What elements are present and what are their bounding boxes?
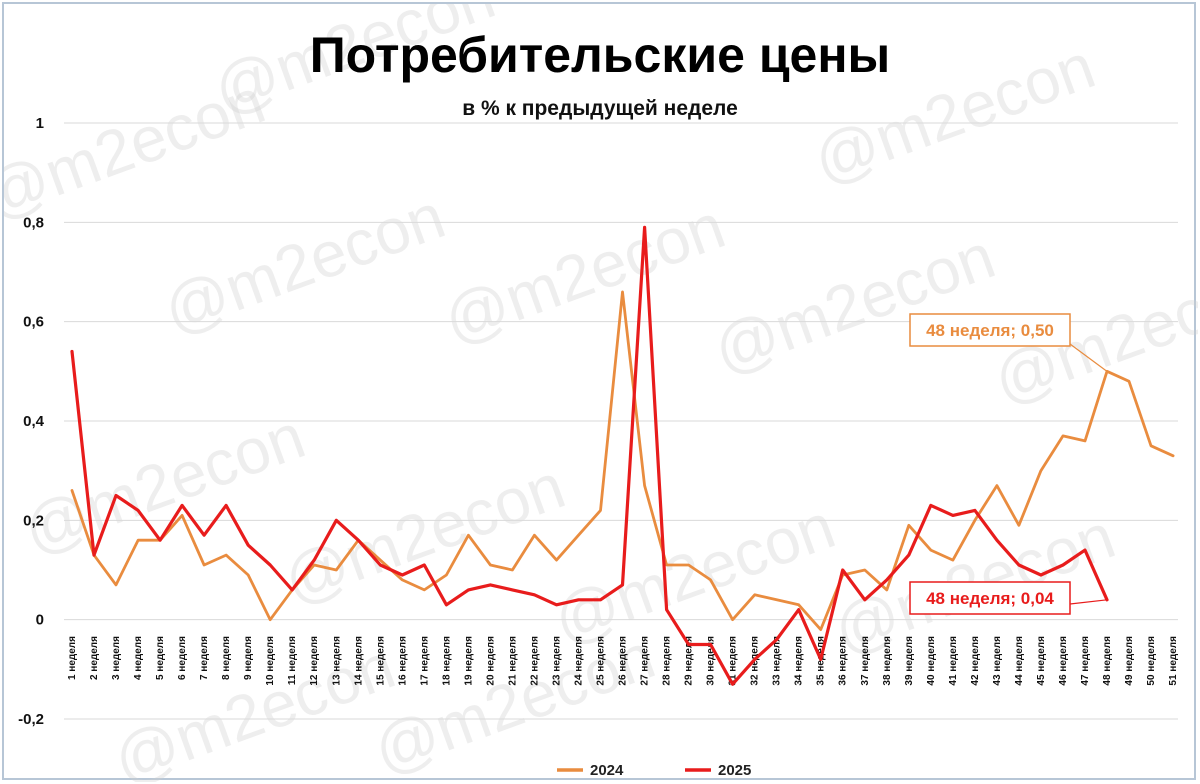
legend-label-2024: 2024 [590,762,624,779]
chart-subtitle: в % к предыдущей неделе [462,97,738,120]
x-tick-label: 42 неделя [970,636,981,686]
annotation-box [909,581,1071,615]
x-tick-label: 29 неделя [684,636,695,686]
watermark-text: @m2econ [544,489,844,657]
x-tick-label: 18 неделя [441,636,452,686]
x-tick-label: 30 неделя [706,636,717,686]
x-tick-label: 28 неделя [662,636,673,686]
annotation-leader [1069,343,1108,372]
x-tick-label: 27 неделя [640,636,651,686]
annotation-label: 48 неделя; 0,50 [926,321,1054,340]
x-tick-label: 45 неделя [1036,636,1047,686]
x-tick-label: 11 неделя [287,636,298,685]
x-tick-label: 43 неделя [992,636,1003,686]
x-tick-label: 48 неделя [1102,636,1113,686]
watermark-text: @m2econ [434,189,734,357]
y-tick-label: 1 [36,115,44,132]
x-tick-label: 22 неделя [529,636,540,686]
x-tick-label: 2 неделя [89,636,100,680]
y-tick-label: 0,8 [23,214,44,231]
x-tick-label: 14 неделя [353,636,364,686]
legend: 2024 2025 [557,762,751,779]
x-tick-label: 15 неделя [375,636,386,686]
x-tick-label: 47 неделя [1080,636,1091,686]
annotation-label: 48 неделя; 0,04 [926,589,1054,608]
x-tick-label: 7 неделя [199,636,210,680]
x-tick-label: 5 неделя [155,636,166,680]
x-tick-label: 49 неделя [1124,636,1135,686]
y-axis: -0,2 0 0,2 0,4 0,6 0,8 1 [18,115,45,728]
x-tick-label: 40 неделя [926,636,937,686]
x-tick-label: 1 неделя [67,636,78,680]
x-tick-label: 31 неделя [728,636,739,686]
x-tick-label: 44 неделя [1014,636,1025,686]
x-tick-label: 20 неделя [485,636,496,686]
x-tick-label: 13 неделя [331,636,342,686]
annotation-leader [1069,599,1108,605]
x-tick-label: 39 неделя [904,636,915,686]
x-tick-label: 50 неделя [1146,636,1157,686]
x-tick-label: 41 неделя [948,636,959,686]
x-tick-label: 6 неделя [177,636,188,680]
line-chart: @m2econ@m2econ@m2econ@m2econ@m2econ@m2ec… [4,4,1198,782]
series-lines [70,225,1175,686]
x-tick-label: 17 неделя [419,636,430,686]
x-tick-label: 51 неделя [1168,636,1179,686]
legend-label-2025: 2025 [718,762,751,779]
watermark-text: @m2econ [14,399,314,567]
x-tick-label: 12 неделя [309,636,320,686]
y-tick-label: 0,2 [23,512,44,529]
annotations: 48 неделя; 0,50 48 неделя; 0,04 [909,313,1108,615]
y-tick-label: 0,6 [23,314,44,331]
x-tick-label: 37 неделя [860,636,871,686]
x-tick-label: 21 неделя [507,636,518,686]
x-tick-label: 4 неделя [133,636,144,680]
y-tick-label: -0,2 [18,711,44,728]
x-tick-label: 26 неделя [618,636,629,686]
x-tick-label: 3 неделя [111,636,122,680]
x-tick-label: 34 неделя [794,636,805,686]
x-tick-label: 46 неделя [1058,636,1069,686]
annotation-box [909,313,1071,347]
chart-title: Потребительские цены [310,27,891,83]
x-tick-label: 10 неделя [265,636,276,686]
x-tick-label: 33 неделя [772,636,783,686]
y-tick-label: 0 [36,612,44,629]
x-tick-label: 16 неделя [397,636,408,686]
x-tick-label: 24 неделя [573,636,584,686]
series-line-2025 [70,225,1109,686]
x-tick-label: 9 неделя [243,636,254,680]
watermark-text: @m2econ [704,219,1004,387]
x-tick-label: 36 неделя [838,636,849,686]
x-tick-label: 8 неделя [221,636,232,680]
gridlines [64,122,1178,720]
series-line-2024 [70,290,1175,631]
x-axis: 1 неделя 2 неделя 3 неделя 4 неделя 5 неделя… [67,636,1179,686]
y-tick-label: 0,4 [23,413,45,430]
x-tick-label: 25 неделя [596,636,607,686]
x-tick-label: 38 неделя [882,636,893,686]
x-tick-label: 23 неделя [551,636,562,686]
x-tick-label: 19 неделя [463,636,474,686]
